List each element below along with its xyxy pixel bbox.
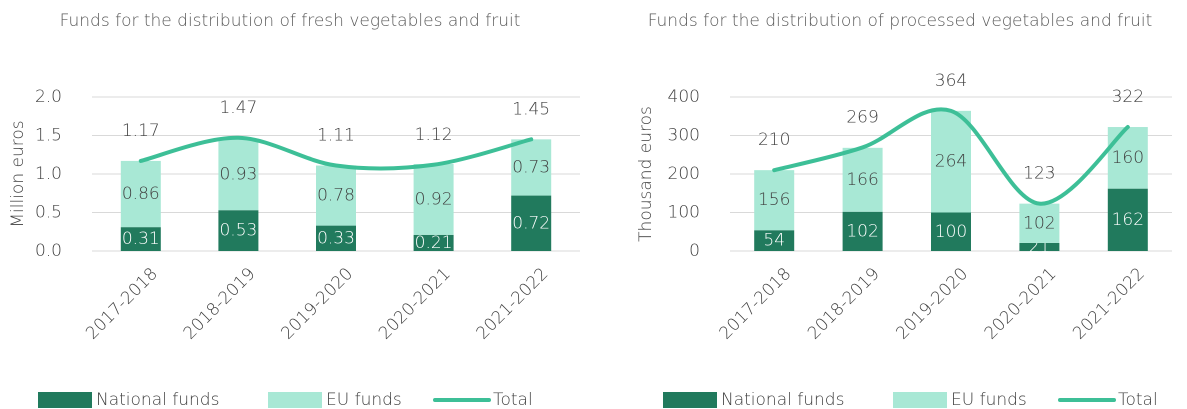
- data-label: 0.73: [512, 157, 550, 177]
- y-tick-label: 2.0: [35, 87, 62, 107]
- data-label: 0.78: [317, 186, 355, 206]
- total-label: 1.17: [122, 121, 160, 141]
- bar: [218, 138, 259, 211]
- data-label: 162: [1112, 210, 1144, 230]
- y-tick-label: 1.5: [35, 126, 62, 146]
- y-tick-label: 400: [668, 87, 700, 107]
- legend-label: National funds: [96, 390, 219, 409]
- x-tick-label: 2020-2021: [981, 264, 1061, 344]
- legend-label: National funds: [721, 390, 844, 409]
- y-tick-label: 0.5: [35, 203, 62, 223]
- data-label: 0.21: [415, 233, 453, 253]
- bar: [120, 227, 161, 251]
- bar: [1019, 203, 1060, 243]
- total-label: 210: [758, 130, 790, 150]
- line: [772, 107, 1130, 206]
- x-tick-label: 2017-2018: [82, 264, 162, 344]
- x-tick-label: 2019-2020: [277, 264, 357, 344]
- legend-swatch: [268, 392, 322, 408]
- bar: [511, 195, 552, 251]
- data-label: 54: [763, 231, 785, 251]
- x-tick-label: 2017-2018: [716, 264, 796, 344]
- y-tick-label: 300: [668, 126, 700, 146]
- legend-label: Total: [1118, 390, 1158, 409]
- y-tick-label: 200: [668, 164, 700, 184]
- x-tick-label: 2021-2022: [1069, 264, 1149, 344]
- bar: [1107, 127, 1148, 189]
- x-tick-label: 2018-2019: [804, 264, 884, 344]
- bar: [120, 160, 161, 228]
- total-label: 1.12: [415, 125, 453, 145]
- bar: [754, 230, 795, 251]
- legend-swatch: [893, 392, 947, 408]
- total-label: 269: [846, 107, 878, 127]
- data-label: 102: [1023, 213, 1055, 233]
- bar: [316, 165, 356, 226]
- y-tick-label: 100: [668, 203, 700, 223]
- bar: [842, 211, 883, 251]
- x-tick-label: 2018-2019: [180, 264, 260, 344]
- bar: [842, 147, 883, 212]
- bar: [413, 234, 454, 251]
- legend-swatch: [38, 392, 92, 408]
- bar: [316, 225, 356, 251]
- line: [138, 135, 534, 171]
- bar: [931, 212, 971, 251]
- y-axis-label: Million euros: [8, 120, 28, 227]
- chart-title: Funds for the distribution of fresh vege…: [59, 11, 521, 31]
- y-tick-label: 0.0: [35, 241, 62, 261]
- x-tick-label: 2021-2022: [473, 264, 553, 344]
- legend-label: EU funds: [326, 390, 402, 409]
- y-tick-label: 1.0: [35, 164, 62, 184]
- bar: [1019, 242, 1060, 251]
- bar: [1107, 188, 1148, 251]
- x-tick-label: 2020-2021: [375, 264, 455, 344]
- y-axis-label: Thousand euros: [636, 106, 656, 242]
- data-label: 0.31: [122, 229, 160, 249]
- bar: [511, 139, 552, 196]
- data-label: 0.86: [122, 184, 160, 204]
- data-label: 166: [846, 170, 878, 190]
- legend-label: EU funds: [951, 390, 1027, 409]
- data-label: 156: [758, 190, 790, 210]
- bar: [218, 210, 259, 251]
- total-label: 322: [1112, 87, 1144, 107]
- total-label: 1.47: [219, 98, 257, 118]
- legend-swatch: [663, 392, 717, 408]
- bar: [931, 110, 971, 213]
- chart-title: Funds for the distribution of processed …: [647, 11, 1153, 31]
- total-label: 123: [1023, 164, 1055, 184]
- data-label: 160: [1112, 148, 1144, 168]
- data-label: 0.72: [512, 213, 550, 233]
- data-label: 0.53: [219, 221, 257, 241]
- x-tick-label: 2019-2020: [892, 264, 972, 344]
- data-label: 0.93: [219, 164, 257, 184]
- legend-label: Total: [493, 390, 533, 409]
- data-label: 0.92: [415, 189, 453, 209]
- bar: [754, 170, 795, 231]
- total-label: 1.11: [317, 126, 355, 146]
- total-label: 1.45: [512, 99, 550, 119]
- data-label: 102: [846, 221, 878, 241]
- y-tick-label: 0: [689, 241, 700, 261]
- total-label: 364: [935, 71, 967, 91]
- data-label: 100: [935, 222, 967, 242]
- data-label: 0.33: [317, 228, 355, 248]
- data-label: 264: [935, 152, 967, 172]
- bar: [413, 163, 454, 235]
